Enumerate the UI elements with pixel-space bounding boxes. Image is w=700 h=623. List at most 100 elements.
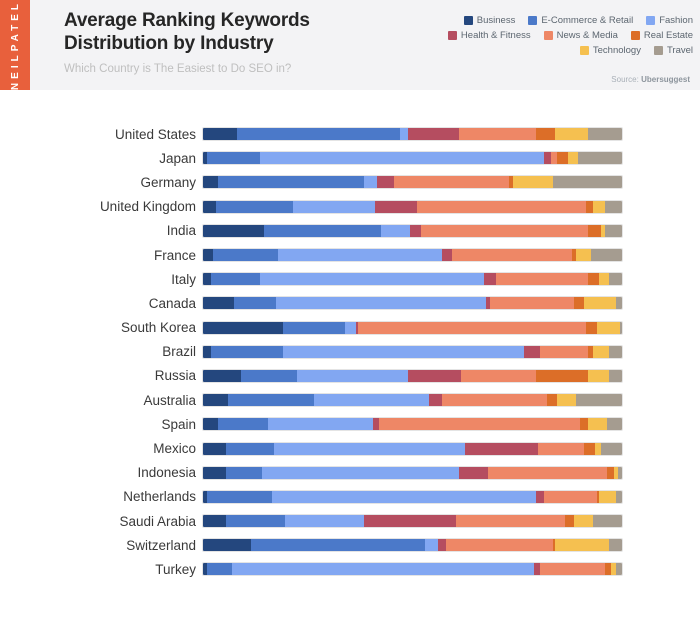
bar-segment-e-commerce-retail <box>217 176 365 189</box>
bar-segment-travel <box>607 418 622 431</box>
bar-segment-business <box>203 297 235 310</box>
chart-row: Turkey <box>0 557 700 581</box>
bar-segment-technology <box>554 539 610 552</box>
legend: Business E-Commerce & Retail Fashion Health… <box>403 15 693 60</box>
bar-segment-health-fitness <box>523 345 541 358</box>
legend-swatch-e-commerce-retail <box>528 16 538 25</box>
bar-segment-e-commerce-retail <box>211 273 260 286</box>
bar-segment-fashion <box>425 539 438 552</box>
bar-segment-health-fitness <box>374 200 417 213</box>
bar-segment-fashion <box>399 128 409 141</box>
bar-segment-fashion <box>278 249 442 262</box>
bar-segment-news-media <box>458 128 537 141</box>
stacked-bar-indonesia <box>203 466 622 479</box>
bar-segment-technology <box>588 418 608 431</box>
bar-segment-news-media <box>550 152 558 165</box>
bar-segment-real-estate <box>571 249 576 262</box>
country-label: India <box>166 223 196 239</box>
country-label: Brazil <box>162 344 196 360</box>
bar-segment-fashion <box>284 515 365 528</box>
bar-segment-e-commerce-retail <box>240 369 298 382</box>
legend-item-label: E-Commerce & Retail <box>541 15 634 26</box>
bar-segment-business <box>203 345 212 358</box>
bar-segment-e-commerce-retail <box>234 297 277 310</box>
bar-segment-travel <box>590 249 622 262</box>
legend-item-business: Business <box>463 15 516 26</box>
source-prefix: Source: <box>611 75 639 84</box>
legend-item-real-estate: Real Estate <box>630 30 693 41</box>
bar-segment-fashion <box>259 273 484 286</box>
bar-segment-technology <box>592 345 610 358</box>
legend-item-health-fitness: Health & Fitness <box>447 30 531 41</box>
bar-segment-business <box>203 418 218 431</box>
country-label: Italy <box>171 271 196 287</box>
country-label: Spain <box>161 416 196 432</box>
bar-segment-e-commerce-retail <box>282 321 346 334</box>
chart-row: South Korea <box>0 316 700 340</box>
bar-segment-real-estate <box>552 539 555 552</box>
bar-segment-technology <box>573 515 593 528</box>
bar-segment-travel <box>600 442 622 455</box>
source-label: Source: Ubersuggest <box>611 75 690 84</box>
chart-row: Italy <box>0 267 700 291</box>
country-label: France <box>153 247 196 263</box>
bar-segment-business <box>203 273 212 286</box>
bar-segment-health-fitness <box>464 442 539 455</box>
bar-segment-news-media <box>496 273 589 286</box>
bar-segment-news-media <box>452 249 572 262</box>
chart-row: Saudi Arabia <box>0 509 700 533</box>
legend-item-label: Business <box>476 15 516 26</box>
bar-segment-business <box>203 224 264 237</box>
bar-segment-travel <box>577 152 622 165</box>
chart-row: France <box>0 243 700 267</box>
bar-segment-real-estate <box>573 297 585 310</box>
page-subtitle: Which Country is The Easiest to Do SEO i… <box>64 63 292 75</box>
bar-segment-travel <box>552 176 622 189</box>
bar-segment-health-fitness <box>355 321 359 334</box>
stacked-bar-japan <box>203 152 622 165</box>
legend-swatch-fashion <box>646 16 656 25</box>
bar-segment-real-estate <box>557 152 568 165</box>
bar-segment-real-estate <box>565 515 574 528</box>
bar-segment-e-commerce-retail <box>228 394 315 407</box>
bar-segment-health-fitness <box>408 369 461 382</box>
stacked-bar-brazil <box>203 345 622 358</box>
bar-segment-fashion <box>272 490 537 503</box>
stacked-bar-netherlands <box>203 490 622 503</box>
bar-segment-fashion <box>345 321 356 334</box>
bar-segment-technology <box>601 224 606 237</box>
country-label: United States <box>114 126 196 142</box>
bar-segment-news-media <box>456 515 566 528</box>
bar-segment-business <box>203 394 229 407</box>
bar-segment-news-media <box>358 321 587 334</box>
bar-segment-health-fitness <box>536 490 545 503</box>
bar-segment-fashion <box>293 200 375 213</box>
bar-segment-technology <box>596 321 620 334</box>
chart-row: Netherlands <box>0 485 700 509</box>
bar-segment-real-estate <box>605 563 612 576</box>
country-label: Russia <box>154 368 196 384</box>
stacked-bar-switzerland <box>203 539 622 552</box>
chart-row: Brazil <box>0 340 700 364</box>
bar-segment-technology <box>613 466 618 479</box>
stacked-bar-united-kingdom <box>203 200 622 213</box>
header: NEILPATEL Average Ranking Keywords Distr… <box>0 0 700 90</box>
bar-segment-fashion <box>261 466 459 479</box>
bar-segment-e-commerce-retail <box>213 249 279 262</box>
stacked-bar-italy <box>203 273 622 286</box>
bar-segment-business <box>203 490 208 503</box>
stacked-bar-saudi-arabia <box>203 515 622 528</box>
country-label: Germany <box>140 174 196 190</box>
chart: United States Japan Germany United Kingdom I… <box>0 122 700 582</box>
title-line-2: Distribution by Industry <box>64 33 274 54</box>
legend-item-label: News & Media <box>556 30 618 41</box>
bar-segment-news-media <box>378 418 581 431</box>
bar-segment-fashion <box>274 442 465 455</box>
bar-segment-travel <box>617 466 622 479</box>
bar-segment-health-fitness <box>410 224 421 237</box>
bar-segment-business <box>203 515 227 528</box>
bar-segment-news-media <box>538 442 585 455</box>
bar-segment-e-commerce-retail <box>236 128 400 141</box>
bar-segment-business <box>203 249 214 262</box>
